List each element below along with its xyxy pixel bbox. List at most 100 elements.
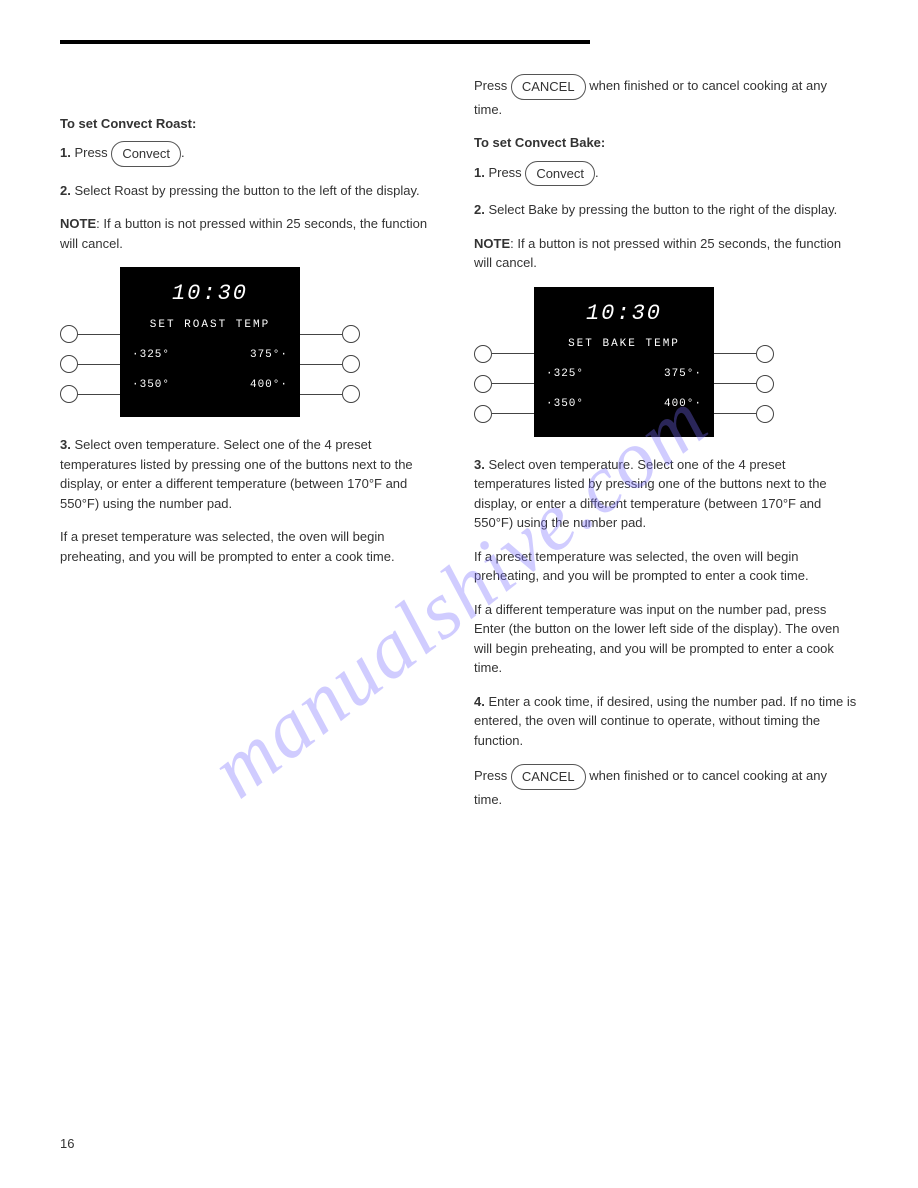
display-temp-row: ·325° 375°· bbox=[120, 340, 300, 370]
temp-option: 400°· bbox=[664, 396, 702, 413]
side-button[interactable] bbox=[474, 405, 492, 423]
page-container: manualshive.com Press CANCEL when finish… bbox=[0, 0, 918, 1188]
roast-note: NOTE: If a button is not pressed within … bbox=[60, 214, 444, 253]
step-number: 2. bbox=[60, 183, 71, 198]
button-row bbox=[300, 379, 360, 409]
bake-heading: To set Convect Bake: bbox=[474, 133, 858, 153]
roast-heading: To set Convect Roast: bbox=[60, 114, 444, 134]
button-row bbox=[474, 339, 534, 369]
bake-step-3: 3. Select oven temperature. Select one o… bbox=[474, 455, 858, 533]
display-temp-row: ·350° 400°· bbox=[534, 390, 714, 420]
step-text: Select oven temperature. Select one of t… bbox=[60, 437, 413, 511]
oven-display-roast: 10:30 SET ROAST TEMP ·325°375°· ·350°400… bbox=[60, 267, 360, 417]
display-title-row: SET ROAST TEMP bbox=[120, 310, 300, 340]
connector-line bbox=[300, 334, 342, 335]
cancel-button-label: CANCEL bbox=[511, 74, 586, 100]
step-text: Select Bake by pressing the button to th… bbox=[485, 202, 837, 217]
step-number: 2. bbox=[474, 202, 485, 217]
display-title: SET BAKE TEMP bbox=[568, 336, 680, 353]
connector-line bbox=[78, 394, 120, 395]
temp-option: ·350° bbox=[132, 377, 170, 394]
side-button[interactable] bbox=[342, 355, 360, 373]
temp-option: ·325° bbox=[546, 366, 584, 383]
convect-button-label: Convect bbox=[525, 161, 595, 187]
step-text: Press bbox=[485, 165, 525, 180]
connector-line bbox=[492, 383, 534, 384]
temp-option: ·325° bbox=[132, 347, 170, 364]
step-text: Press bbox=[71, 145, 111, 160]
button-row bbox=[714, 399, 774, 429]
cancel-instruction-top: Press CANCEL when finished or to cancel … bbox=[474, 74, 858, 119]
bake-note: NOTE: If a button is not pressed within … bbox=[474, 234, 858, 273]
right-column: Press CANCEL when finished or to cancel … bbox=[474, 74, 858, 823]
connector-line bbox=[78, 364, 120, 365]
text: Press bbox=[474, 78, 511, 93]
bake-step-2: 2. Select Bake by pressing the button to… bbox=[474, 200, 858, 220]
oven-display-bake: 10:30 SET BAKE TEMP ·325° 375°· ·350° 400°… bbox=[474, 287, 774, 437]
connector-line bbox=[492, 413, 534, 414]
step-text: Select Roast by pressing the button to t… bbox=[71, 183, 420, 198]
note-text: : If a button is not pressed within 25 s… bbox=[60, 216, 427, 251]
button-row bbox=[300, 349, 360, 379]
left-column: Press CANCEL when finished. To set Conve… bbox=[60, 74, 444, 823]
temp-option: 375°· bbox=[664, 366, 702, 383]
side-button[interactable] bbox=[342, 385, 360, 403]
step-text: Select oven temperature. Select one of t… bbox=[474, 457, 827, 531]
button-row bbox=[300, 319, 360, 349]
side-button[interactable] bbox=[756, 375, 774, 393]
right-side-buttons bbox=[714, 339, 774, 429]
button-row bbox=[474, 369, 534, 399]
display-time: 10:30 bbox=[534, 287, 714, 330]
side-button[interactable] bbox=[474, 375, 492, 393]
bake-mid-para2: If a different temperature was input on … bbox=[474, 600, 858, 678]
connector-line bbox=[300, 364, 342, 365]
step-number: 3. bbox=[474, 457, 485, 472]
roast-step-2: 2. Select Roast by pressing the button t… bbox=[60, 181, 444, 201]
side-button[interactable] bbox=[342, 325, 360, 343]
display-temp-row: ·325° 375°· bbox=[534, 360, 714, 390]
display-title-row: SET BAKE TEMP bbox=[534, 330, 714, 360]
step-number: 3. bbox=[60, 437, 71, 452]
display-temp-row: ·350° 400°· bbox=[120, 370, 300, 400]
cancel-button-label: CANCEL bbox=[511, 764, 586, 790]
temp-option: ·350° bbox=[546, 396, 584, 413]
bake-step-1: 1. Press Convect. bbox=[474, 161, 858, 187]
display-title: SET ROAST TEMP bbox=[150, 317, 270, 334]
side-button[interactable] bbox=[756, 345, 774, 363]
connector-line bbox=[492, 353, 534, 354]
connector-line bbox=[714, 383, 756, 384]
temp-option: 375°· bbox=[250, 347, 288, 364]
side-button[interactable] bbox=[474, 345, 492, 363]
connector-line bbox=[300, 394, 342, 395]
note-label: NOTE bbox=[60, 216, 96, 231]
bake-mid-para: If a preset temperature was selected, th… bbox=[474, 547, 858, 586]
connector-line bbox=[714, 413, 756, 414]
left-side-buttons bbox=[474, 339, 534, 429]
display-screen: 10:30 SET BAKE TEMP ·325° 375°· ·350° 400°… bbox=[534, 287, 714, 437]
button-row bbox=[60, 319, 120, 349]
temp-option: 400°· bbox=[250, 377, 288, 394]
roast-step-3: 3. Select oven temperature. Select one o… bbox=[60, 435, 444, 513]
page-number: 16 bbox=[60, 1134, 74, 1154]
button-row bbox=[714, 369, 774, 399]
roast-step-1: 1. Press Convect. bbox=[60, 141, 444, 167]
right-side-buttons bbox=[300, 319, 360, 409]
side-button[interactable] bbox=[756, 405, 774, 423]
step-text: . bbox=[181, 145, 185, 160]
step-text: Enter a cook time, if desired, using the… bbox=[474, 694, 856, 748]
button-row bbox=[60, 349, 120, 379]
convect-button-label: Convect bbox=[111, 141, 181, 167]
step-text: . bbox=[595, 165, 599, 180]
button-row bbox=[60, 379, 120, 409]
step-number: 4. bbox=[474, 694, 485, 709]
side-button[interactable] bbox=[60, 325, 78, 343]
cancel-instruction-bottom: Press CANCEL when finished or to cancel … bbox=[474, 764, 858, 809]
content-columns: Press CANCEL when finished. To set Conve… bbox=[60, 74, 858, 823]
horizontal-rule bbox=[60, 40, 590, 44]
side-button[interactable] bbox=[60, 355, 78, 373]
step-number: 1. bbox=[474, 165, 485, 180]
button-row bbox=[714, 339, 774, 369]
note-text: : If a button is not pressed within 25 s… bbox=[474, 236, 841, 271]
side-button[interactable] bbox=[60, 385, 78, 403]
button-row bbox=[474, 399, 534, 429]
